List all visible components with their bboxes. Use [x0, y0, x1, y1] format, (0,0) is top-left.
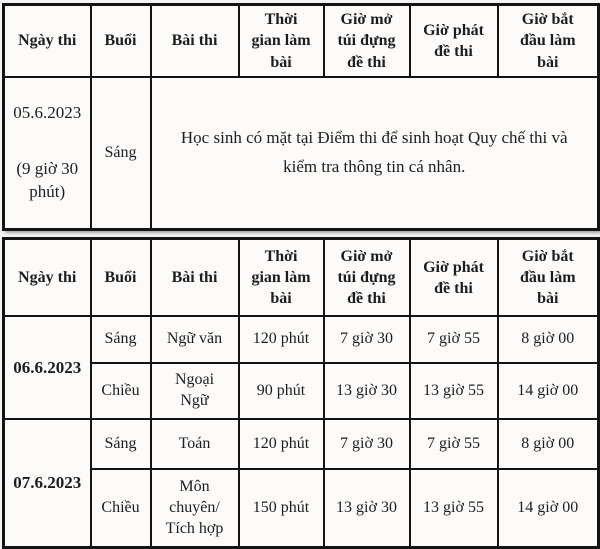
- col-header-start-time: Giờ bắt đầu làm bài: [496, 3, 600, 78]
- cell-session-day2-afternoon: Chiều: [89, 362, 152, 421]
- table-row: 07.6.2023 Sáng Toán 120 phút 7 giờ 30 7 …: [2, 418, 600, 549]
- col-header-open-time: Giờ mở túi đựng đề thi: [322, 3, 411, 78]
- cell-session-day3-morning: Sáng: [89, 418, 152, 471]
- col-header-subject: Bài thi: [149, 3, 240, 78]
- col-header-subject: Bài thi: [149, 237, 240, 318]
- exam-schedule-table-day1: Ngày thi Buổi Bài thi Thời gian làm bài …: [2, 3, 600, 232]
- cell-start-day2-morning: 8 giờ 00: [496, 315, 600, 365]
- col-header-distribute-time: Giờ phát đề thi: [408, 237, 499, 318]
- col-header-session: Buổi: [89, 237, 152, 318]
- cell-duration-day2-afternoon: 90 phút: [237, 362, 325, 421]
- cell-open-day3-afternoon: 13 giờ 30: [322, 468, 411, 549]
- cell-subject-day3-afternoon: Môn chuyên/ Tích hợp: [149, 468, 240, 549]
- col-header-date: Ngày thi: [2, 3, 92, 78]
- header-row: Ngày thi Buổi Bài thi Thời gian làm bài …: [2, 237, 600, 318]
- col-header-duration: Thời gian làm bài: [237, 3, 325, 78]
- cell-open-day2-afternoon: 13 giờ 30: [322, 362, 411, 421]
- date-note-text: (9 giờ 30 phút): [16, 159, 79, 202]
- col-header-distribute-time: Giờ phát đề thi: [408, 3, 499, 78]
- cell-subject-day2-morning: Ngữ văn: [149, 315, 240, 365]
- table-row: Chiều Ngoại Ngữ 90 phút 13 giờ 30 13 giờ…: [4, 362, 600, 421]
- cell-session-day2-morning: Sáng: [89, 315, 152, 365]
- cell-start-day3-afternoon: 14 giờ 00: [496, 468, 600, 549]
- cell-duration-day2-morning: 120 phút: [237, 315, 325, 365]
- cell-subject-day2-afternoon: Ngoại Ngữ: [149, 362, 240, 421]
- col-header-start-time: Giờ bắt đầu làm bài: [496, 237, 600, 318]
- table-row: Chiều Môn chuyên/ Tích hợp 150 phút 13 g…: [4, 468, 600, 549]
- cell-duration-day3-afternoon: 150 phút: [237, 468, 325, 549]
- table-row: 05.6.2023 (9 giờ 30 phút) Sáng Học sinh …: [2, 76, 600, 231]
- cell-subject-day3-morning: Toán: [149, 418, 240, 471]
- cell-open-day2-morning: 7 giờ 30: [322, 315, 411, 365]
- col-header-session: Buổi: [89, 3, 152, 78]
- cell-session-day1: Sáng: [89, 76, 152, 231]
- cell-distribute-day2-morning: 7 giờ 55: [408, 315, 499, 365]
- exam-schedule-table-days2-3: Ngày thi Buổi Bài thi Thời gian làm bài …: [2, 237, 600, 549]
- col-header-open-time: Giờ mở túi đựng đề thi: [322, 237, 411, 318]
- cell-duration-day3-morning: 120 phút: [237, 418, 325, 471]
- cell-distribute-day2-afternoon: 13 giờ 55: [408, 362, 499, 421]
- cell-open-day3-morning: 7 giờ 30: [322, 418, 411, 471]
- col-header-date: Ngày thi: [2, 237, 92, 318]
- cell-date-day2: 06.6.2023: [2, 315, 92, 421]
- cell-session-day3-afternoon: Chiều: [89, 468, 152, 549]
- col-header-duration: Thời gian làm bài: [237, 237, 325, 318]
- cell-date-day1: 05.6.2023 (9 giờ 30 phút): [2, 76, 92, 231]
- date-text: 05.6.2023: [13, 103, 82, 123]
- cell-distribute-day3-morning: 7 giờ 55: [408, 418, 499, 471]
- cell-instruction-day1: Học sinh có mặt tại Điểm thi để sinh hoạ…: [149, 76, 600, 231]
- cell-start-day3-morning: 8 giờ 00: [496, 418, 600, 471]
- header-row: Ngày thi Buổi Bài thi Thời gian làm bài …: [2, 3, 600, 78]
- table-row: 06.6.2023 Sáng Ngữ văn 120 phút 7 giờ 30…: [2, 315, 600, 421]
- cell-start-day2-afternoon: 14 giờ 00: [496, 362, 600, 421]
- cell-distribute-day3-afternoon: 13 giờ 55: [408, 468, 499, 549]
